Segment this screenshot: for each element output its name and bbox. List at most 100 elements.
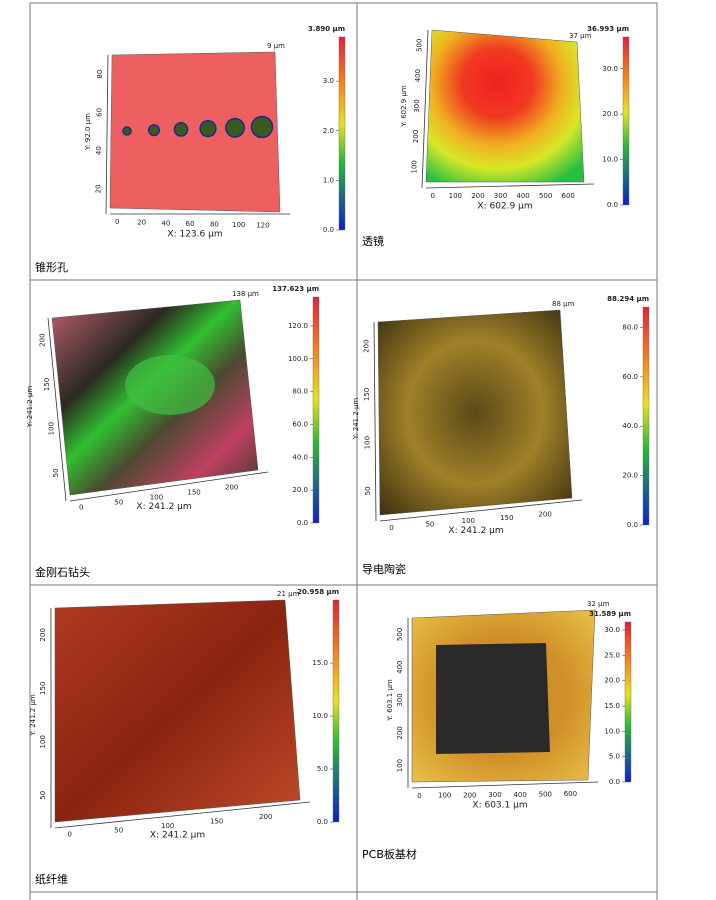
scale-tick-label: 10.0	[602, 156, 618, 164]
corner-label: 21 µm	[277, 590, 300, 598]
x-axis-label: X: 603.1 µm	[472, 801, 527, 811]
scale-tick-label: 30.0	[602, 65, 618, 73]
y-tick-label: 300	[413, 99, 421, 112]
scale-max-label: 36.993 µm	[587, 25, 629, 33]
x-tick-label: 200	[538, 510, 551, 518]
scale-tick-label: 15.0	[312, 659, 328, 667]
scale-tick-label: 5.0	[317, 765, 328, 773]
corner-label: 88 µm	[552, 300, 575, 308]
y-tick-label: 200	[412, 130, 420, 143]
y-tick-label: 200	[38, 333, 46, 346]
x-axis-label: X: 602.9 µm	[477, 202, 532, 212]
axis-line	[425, 183, 595, 189]
y-tick-label: 100	[363, 436, 371, 449]
axis-line	[379, 499, 583, 522]
axis-line	[47, 317, 67, 502]
scale-tick-label: 20.0	[622, 472, 638, 480]
x-tick-label: 150	[210, 817, 223, 825]
y-tick-label: 200	[39, 628, 47, 641]
x-tick-label: 100	[161, 822, 174, 830]
scale-max-label: 31.589 µm	[589, 610, 631, 618]
scale-tick-label: 20.0	[292, 486, 308, 494]
y-axis-label: Y: 241.2 µm	[352, 398, 360, 441]
x-tick-label: 0	[79, 504, 83, 512]
x-tick-label: 0	[389, 524, 393, 532]
green-region	[125, 355, 215, 415]
surface-image	[425, 29, 585, 183]
cone-hole	[225, 117, 245, 138]
x-tick-label: 100	[449, 192, 462, 200]
x-tick-label: 600	[564, 790, 577, 798]
axis-line	[105, 54, 109, 215]
y-axis-label: Y: 602.9 µm	[400, 85, 408, 128]
scale-tick-label: 120.0	[288, 322, 308, 330]
y-tick-label: 100	[411, 160, 419, 173]
x-tick-label: 100	[150, 494, 163, 502]
y-tick-label: 50	[39, 791, 47, 800]
scale-tick-label: 30.0	[604, 626, 620, 634]
y-axis-label: Y: 92.0 µm	[84, 113, 92, 151]
y-tick-label: 50	[364, 486, 372, 495]
scale-tick-label: 20.0	[604, 677, 620, 685]
x-tick-label: 50	[114, 499, 123, 507]
scale-tick-label: 80.0	[622, 323, 638, 331]
y-tick-label: 100	[396, 759, 404, 772]
scale-tick-label: 20.0	[602, 110, 618, 118]
y-tick-label: 200	[362, 339, 370, 352]
color-bar	[332, 599, 340, 823]
y-tick-label: 20	[94, 184, 102, 193]
color-bar	[338, 36, 346, 231]
surface-image	[377, 309, 573, 516]
x-tick-label: 40	[161, 219, 170, 227]
corner-label: 9 µm	[267, 42, 285, 50]
scale-tick-label: 100.0	[288, 355, 308, 363]
x-tick-label: 400	[516, 192, 529, 200]
caption: 金刚石钻头	[35, 565, 90, 579]
x-tick-label: 100	[462, 517, 475, 525]
y-tick-label: 60	[95, 108, 103, 117]
scale-tick-label: 15.0	[604, 702, 620, 710]
x-tick-label: 200	[225, 484, 238, 492]
caption: 锥形孔	[35, 261, 68, 274]
x-tick-label: 150	[187, 489, 200, 497]
scale-tick-label: 0.0	[323, 226, 334, 234]
cone-hole	[173, 122, 189, 137]
x-axis-label: X: 241.2 µm	[448, 526, 503, 536]
color-bar	[622, 36, 630, 206]
y-axis-label: Y: 241.2 µm	[26, 386, 34, 429]
scale-tick-label: 0.0	[607, 201, 618, 209]
y-tick-label: 40	[95, 146, 103, 155]
axis-line	[54, 801, 311, 829]
color-bar	[624, 621, 632, 783]
x-tick-label: 200	[463, 791, 476, 799]
y-tick-label: 300	[396, 693, 404, 706]
y-tick-label: 500	[415, 39, 423, 52]
caption: 透镜	[362, 234, 384, 248]
x-axis-label: X: 123.6 µm	[167, 230, 222, 240]
scale-tick-label: 1.0	[323, 176, 334, 184]
x-tick-label: 150	[500, 514, 513, 522]
scale-tick-label: 10.0	[604, 727, 620, 735]
x-tick-label: 0	[115, 218, 119, 226]
y-axis-label: Y: 603.1 µm	[386, 679, 394, 722]
scale-tick-label: 60.0	[292, 420, 308, 428]
x-tick-label: 50	[114, 826, 123, 834]
x-tick-label: 200	[471, 192, 484, 200]
x-tick-label: 600	[562, 192, 575, 200]
y-tick-label: 150	[363, 388, 371, 401]
caption: 纸纤维	[35, 873, 68, 886]
axis-line	[421, 29, 429, 189]
x-tick-label: 80	[210, 220, 219, 228]
y-tick-label: 100	[47, 422, 55, 435]
color-bar	[312, 296, 320, 524]
pcb-dark-square	[436, 643, 550, 754]
scale-tick-label: 0.0	[627, 521, 638, 529]
scale-tick-label: 3.0	[323, 77, 334, 85]
x-tick-label: 60	[186, 220, 195, 228]
y-tick-label: 80	[96, 70, 104, 79]
cone-hole	[122, 126, 132, 136]
axis-line	[411, 781, 599, 789]
y-tick-label: 200	[396, 726, 404, 739]
corner-label: 37 µm	[569, 32, 592, 40]
